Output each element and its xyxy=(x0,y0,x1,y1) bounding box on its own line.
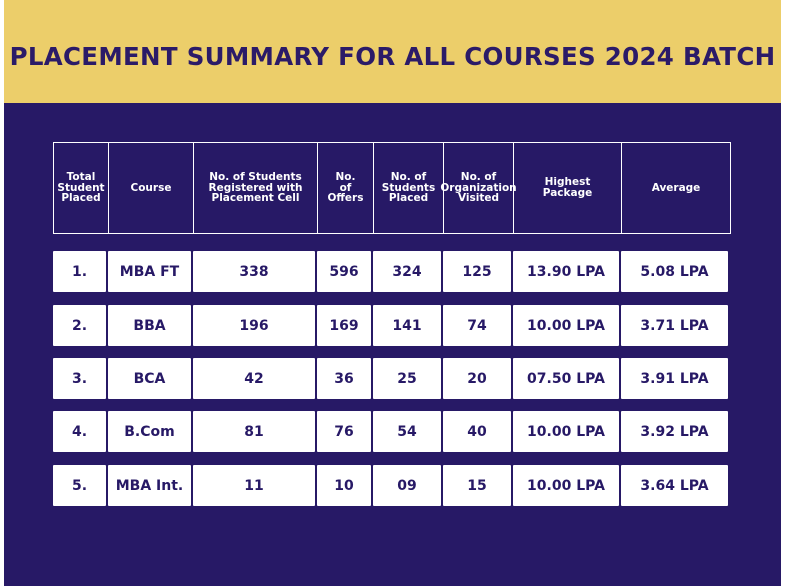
table-cell-organizations-column: 15 xyxy=(443,465,511,506)
table-cell-offers-column: 36 xyxy=(317,358,371,399)
table-cell-students-placed-column: 141 xyxy=(373,305,441,346)
table-cell-registered-column: 81 xyxy=(193,411,315,452)
table-cell-highest-package-column: 13.90 LPA xyxy=(513,251,619,292)
table-cell-organizations-column: 20 xyxy=(443,358,511,399)
header-highest-package-column: Highest Package xyxy=(513,142,622,234)
table-cell-highest-package-column: 07.50 LPA xyxy=(513,358,619,399)
header-registered-column: No. of Students Registered with Placemen… xyxy=(193,142,318,234)
table-cell-average-column: 3.64 LPA xyxy=(621,465,728,506)
table-cell-highest-package-column: 10.00 LPA xyxy=(513,465,619,506)
header-average-column: Average xyxy=(621,142,731,234)
table-cell-offers-column: 10 xyxy=(317,465,371,506)
table-cell-offers-column: 169 xyxy=(317,305,371,346)
table-cell-students-placed-column: 25 xyxy=(373,358,441,399)
table-cell-offers-column: 596 xyxy=(317,251,371,292)
table-cell-course-column: BCA xyxy=(108,358,191,399)
table-cell-placed-column: 3. xyxy=(53,358,106,399)
table-cell-average-column: 5.08 LPA xyxy=(621,251,728,292)
table-cell-students-placed-column: 09 xyxy=(373,465,441,506)
table-cell-organizations-column: 74 xyxy=(443,305,511,346)
table-cell-placed-column: 4. xyxy=(53,411,106,452)
table-cell-registered-column: 42 xyxy=(193,358,315,399)
title-banner: PLACEMENT SUMMARY FOR ALL COURSES 2024 B… xyxy=(4,0,781,103)
table-cell-placed-column: 1. xyxy=(53,251,106,292)
page-title: PLACEMENT SUMMARY FOR ALL COURSES 2024 B… xyxy=(9,42,776,71)
table-cell-organizations-column: 40 xyxy=(443,411,511,452)
table-cell-students-placed-column: 54 xyxy=(373,411,441,452)
placement-summary-panel: PLACEMENT SUMMARY FOR ALL COURSES 2024 B… xyxy=(4,0,781,586)
table-cell-course-column: MBA Int. xyxy=(108,465,191,506)
header-offers-column: No. of Offers xyxy=(317,142,374,234)
header-course-column: Course xyxy=(108,142,194,234)
table-cell-students-placed-column: 324 xyxy=(373,251,441,292)
table-cell-placed-column: 5. xyxy=(53,465,106,506)
table-cell-registered-column: 338 xyxy=(193,251,315,292)
table-cell-highest-package-column: 10.00 LPA xyxy=(513,411,619,452)
table-cell-average-column: 3.71 LPA xyxy=(621,305,728,346)
table-cell-registered-column: 11 xyxy=(193,465,315,506)
table-cell-organizations-column: 125 xyxy=(443,251,511,292)
table-cell-average-column: 3.91 LPA xyxy=(621,358,728,399)
table-cell-average-column: 3.92 LPA xyxy=(621,411,728,452)
table-cell-registered-column: 196 xyxy=(193,305,315,346)
table-cell-course-column: MBA FT xyxy=(108,251,191,292)
table-cell-highest-package-column: 10.00 LPA xyxy=(513,305,619,346)
table-cell-placed-column: 2. xyxy=(53,305,106,346)
header-students-placed-column: No. of Students Placed xyxy=(373,142,444,234)
table-cell-course-column: BBA xyxy=(108,305,191,346)
table-cell-offers-column: 76 xyxy=(317,411,371,452)
header-organizations-column: No. of Organization Visited xyxy=(440,142,517,234)
table-cell-course-column: B.Com xyxy=(108,411,191,452)
header-placed-column: Total Student Placed xyxy=(53,142,109,234)
